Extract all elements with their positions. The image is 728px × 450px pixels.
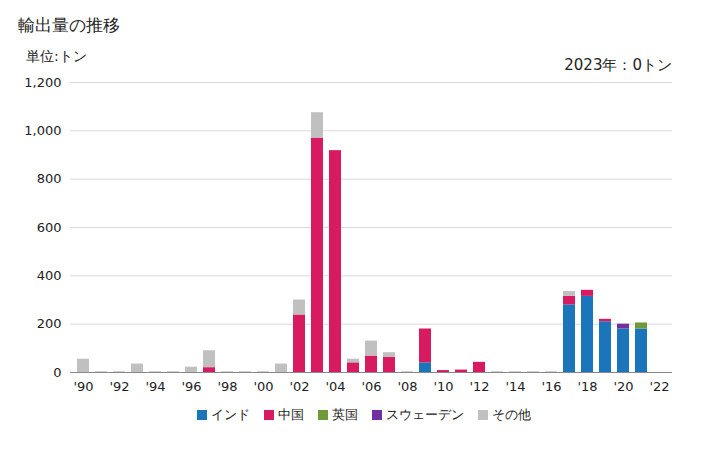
svg-text:'06: '06 bbox=[361, 379, 381, 394]
html-text:輸出量の推移: 輸出量の推移 bbox=[18, 15, 120, 35]
svg-text:'08: '08 bbox=[397, 379, 417, 394]
svg-text:'98: '98 bbox=[217, 379, 237, 394]
svg-text:1,200: 1,200 bbox=[24, 75, 61, 90]
svg-text:400: 400 bbox=[37, 268, 62, 283]
svg-text:200: 200 bbox=[37, 316, 62, 331]
svg-text:600: 600 bbox=[37, 220, 62, 235]
svg-text:'00: '00 bbox=[253, 379, 273, 394]
svg-text:'18: '18 bbox=[577, 379, 597, 394]
html-text:その他: その他 bbox=[492, 407, 531, 422]
svg-text:'22: '22 bbox=[649, 379, 669, 394]
svg-text:1,000: 1,000 bbox=[24, 123, 61, 138]
svg-text:'20: '20 bbox=[613, 379, 633, 394]
svg-text:'10: '10 bbox=[433, 379, 453, 394]
svg-text:0: 0 bbox=[53, 365, 61, 380]
svg-text:'02: '02 bbox=[289, 379, 309, 394]
svg-text:'04: '04 bbox=[325, 379, 345, 394]
svg-text:'14: '14 bbox=[505, 379, 525, 394]
svg-text:'94: '94 bbox=[145, 379, 165, 394]
svg-text:800: 800 bbox=[37, 171, 62, 186]
svg-text:'16: '16 bbox=[541, 379, 561, 394]
html-text:中国: 中国 bbox=[278, 407, 304, 422]
svg-text:'92: '92 bbox=[109, 379, 129, 394]
html-text:スウェーデン: スウェーデン bbox=[386, 407, 464, 422]
svg-text:'96: '96 bbox=[181, 379, 201, 394]
html-text:インド: インド bbox=[211, 407, 250, 422]
html-text:単位:トン: 単位:トン bbox=[26, 48, 87, 64]
svg-text:'90: '90 bbox=[73, 379, 93, 394]
html-text:英国: 英国 bbox=[332, 407, 358, 422]
svg-text:'12: '12 bbox=[469, 379, 489, 394]
html-text:2023年：0トン: 2023年：0トン bbox=[564, 56, 672, 74]
